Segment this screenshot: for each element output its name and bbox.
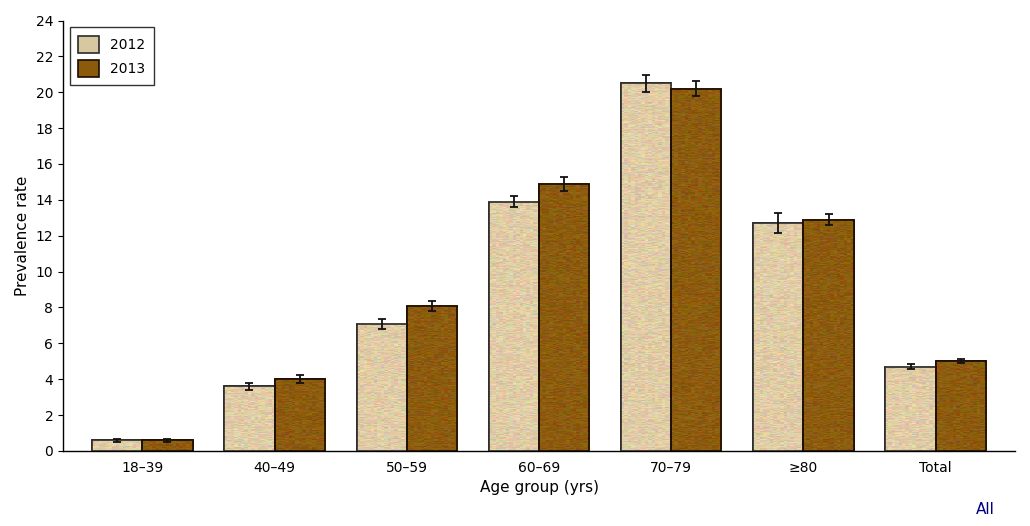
Bar [803, 219, 854, 451]
Bar [225, 387, 275, 451]
Bar [489, 201, 539, 451]
Bar [489, 201, 539, 451]
Bar [275, 379, 324, 451]
Bar [539, 184, 589, 451]
Bar [935, 361, 986, 451]
Bar [672, 89, 721, 451]
Bar [672, 89, 721, 451]
Bar [356, 323, 407, 451]
Legend: 2012, 2013: 2012, 2013 [70, 27, 153, 85]
X-axis label: Age group (yrs): Age group (yrs) [480, 480, 598, 495]
Bar [275, 379, 324, 451]
Bar [753, 223, 803, 451]
Bar [539, 184, 589, 451]
Bar [886, 367, 935, 451]
Bar [753, 223, 803, 451]
Bar [407, 306, 457, 451]
Text: All: All [976, 502, 995, 518]
Bar [92, 440, 142, 451]
Bar [886, 367, 935, 451]
Bar [407, 306, 457, 451]
Bar [621, 83, 672, 451]
Y-axis label: Prevalence rate: Prevalence rate [15, 176, 30, 296]
Bar [621, 83, 672, 451]
Bar [142, 440, 193, 451]
Bar [935, 361, 986, 451]
Bar [225, 387, 275, 451]
Bar [92, 440, 142, 451]
Bar [356, 323, 407, 451]
Bar [142, 440, 193, 451]
Bar [803, 219, 854, 451]
